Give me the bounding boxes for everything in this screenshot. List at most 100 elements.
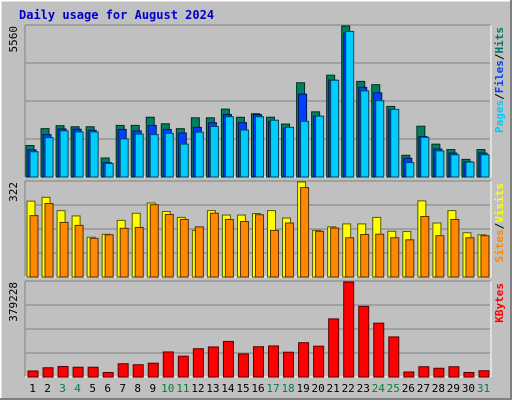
bar-sites bbox=[224, 218, 234, 278]
bar-pages bbox=[179, 143, 189, 178]
legend-text: KBytes bbox=[493, 283, 506, 323]
bar-pages bbox=[285, 126, 295, 178]
bar-kbytes bbox=[313, 345, 325, 378]
x-tick-label: 10 bbox=[161, 382, 174, 395]
bar-pages bbox=[270, 119, 280, 178]
bar-pages bbox=[149, 134, 159, 178]
bar-kbytes bbox=[403, 371, 415, 378]
bar-kbytes bbox=[358, 305, 370, 378]
bar-pages bbox=[134, 133, 144, 178]
bar-pages bbox=[300, 120, 310, 178]
series-sites bbox=[29, 187, 490, 278]
bar-pages bbox=[450, 154, 460, 178]
bar-kbytes bbox=[132, 364, 144, 378]
bar-sites bbox=[330, 227, 340, 278]
bar-kbytes bbox=[162, 351, 174, 378]
bar-sites bbox=[375, 233, 385, 278]
bar-sites bbox=[179, 218, 189, 278]
x-tick-label: 3 bbox=[59, 382, 66, 395]
y-max-label: 5560 bbox=[7, 26, 20, 53]
x-tick-label: 23 bbox=[357, 382, 370, 395]
bar-sites bbox=[420, 216, 430, 278]
bar-sites bbox=[44, 203, 54, 278]
bar-pages bbox=[104, 162, 114, 178]
bar-pages bbox=[239, 129, 249, 178]
bar-pages bbox=[194, 131, 204, 178]
bar-pages bbox=[209, 125, 219, 178]
legend-text: Sites bbox=[493, 229, 506, 262]
bar-pages bbox=[74, 131, 84, 178]
x-tick-label: 30 bbox=[462, 382, 475, 395]
bar-pages bbox=[360, 90, 370, 178]
bar-kbytes bbox=[373, 322, 385, 378]
bar-sites bbox=[74, 224, 84, 278]
panel-kbytes: 379228 KBytes bbox=[7, 280, 506, 378]
bar-sites bbox=[360, 234, 370, 278]
panel-visits_sites: 322 Sites/Visits bbox=[7, 180, 506, 278]
x-tick-label: 15 bbox=[236, 382, 249, 395]
bar-sites bbox=[254, 214, 264, 278]
legend-text: Hits bbox=[493, 27, 506, 54]
bar-sites bbox=[450, 218, 460, 278]
x-tick-label: 26 bbox=[402, 382, 415, 395]
bar-pages bbox=[480, 154, 490, 178]
bar-sites bbox=[345, 237, 355, 278]
bar-kbytes bbox=[207, 346, 219, 378]
bar-sites bbox=[405, 239, 415, 278]
bar-kbytes bbox=[117, 363, 129, 378]
chart-title: Daily usage for August 2024 bbox=[19, 8, 214, 22]
x-tick-label: 14 bbox=[221, 382, 235, 395]
x-tick-label: 21 bbox=[327, 382, 340, 395]
bar-pages bbox=[119, 138, 129, 178]
x-tick-label: 8 bbox=[134, 382, 141, 395]
bar-pages bbox=[254, 116, 264, 178]
bar-pages bbox=[420, 136, 430, 178]
bar-sites bbox=[270, 229, 280, 278]
legend-text: Visits bbox=[493, 183, 506, 223]
bar-pages bbox=[465, 161, 475, 178]
bar-sites bbox=[315, 230, 325, 278]
x-tick-label: 17 bbox=[266, 382, 279, 395]
x-tick-label: 7 bbox=[119, 382, 126, 395]
bar-pages bbox=[44, 137, 54, 178]
bar-kbytes bbox=[343, 281, 355, 378]
bar-sites bbox=[164, 213, 174, 278]
bar-sites bbox=[194, 226, 204, 278]
bar-pages bbox=[405, 162, 415, 178]
bar-sites bbox=[29, 215, 39, 278]
bar-kbytes bbox=[87, 366, 99, 378]
x-tick-label: 20 bbox=[312, 382, 325, 395]
bar-kbytes bbox=[222, 340, 234, 378]
bar-kbytes bbox=[192, 348, 204, 378]
bar-kbytes bbox=[418, 366, 430, 378]
bar-sites bbox=[59, 221, 69, 278]
x-tick-label: 19 bbox=[296, 382, 309, 395]
bar-sites bbox=[149, 204, 159, 278]
bar-kbytes bbox=[252, 346, 264, 378]
x-tick-label: 9 bbox=[149, 382, 156, 395]
bar-kbytes bbox=[328, 318, 340, 378]
bar-sites bbox=[300, 187, 310, 278]
x-tick-label: 18 bbox=[281, 382, 294, 395]
bar-pages bbox=[330, 79, 340, 178]
x-tick-label: 22 bbox=[342, 382, 355, 395]
x-tick-label: 24 bbox=[372, 382, 386, 395]
x-axis-day-labels: 1 2 3 4 5 6 7 8 9 10 11 12 13 14 15 16 17 18 19 20 21 22 23 24 2… bbox=[29, 382, 490, 395]
x-tick-label: 28 bbox=[432, 382, 445, 395]
bar-sites bbox=[119, 227, 129, 278]
bar-kbytes bbox=[268, 345, 280, 378]
bar-sites bbox=[104, 234, 114, 278]
bar-pages bbox=[375, 100, 385, 178]
bar-sites bbox=[465, 237, 475, 278]
chart-panels: 5560Pages/Files/Hits322Sites/Visits37922… bbox=[7, 24, 506, 378]
bar-sites bbox=[390, 237, 400, 278]
series-kbytes bbox=[27, 281, 490, 378]
x-tick-label: 2 bbox=[44, 382, 51, 395]
x-tick-label: 11 bbox=[176, 382, 189, 395]
bar-kbytes bbox=[298, 342, 310, 378]
bar-kbytes bbox=[177, 355, 189, 378]
bar-kbytes bbox=[388, 336, 400, 378]
